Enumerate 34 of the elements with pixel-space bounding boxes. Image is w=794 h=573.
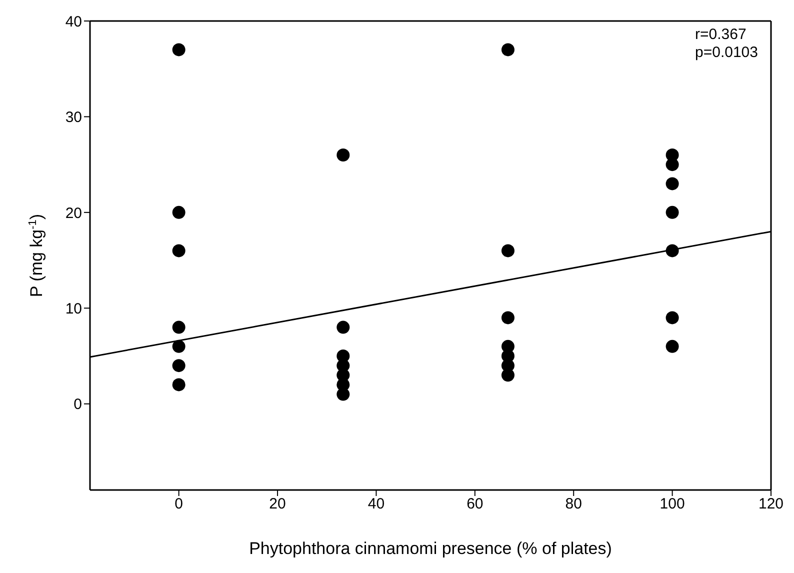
point xyxy=(336,148,350,162)
point xyxy=(501,43,514,56)
point xyxy=(666,158,679,172)
x-tick-label: 120 xyxy=(758,496,784,513)
y-tick-label: 40 xyxy=(65,13,82,30)
x-tick-label: 0 xyxy=(174,496,183,513)
y-tick-label: 0 xyxy=(74,396,82,414)
point xyxy=(501,368,514,382)
point xyxy=(172,244,186,258)
x-tick-label: 40 xyxy=(368,496,385,513)
point xyxy=(666,206,679,219)
point xyxy=(172,340,186,353)
point xyxy=(666,177,679,190)
x-tick-label: 60 xyxy=(466,496,484,513)
point xyxy=(666,340,679,353)
point xyxy=(666,311,679,324)
point xyxy=(172,320,186,334)
x-tick-label: 80 xyxy=(565,496,582,513)
point xyxy=(501,311,514,324)
point xyxy=(336,388,350,401)
point xyxy=(172,359,186,372)
x-axis-title: Phytophthora cinnamomi presence (% of plates) xyxy=(249,539,612,558)
x-tick-label: 100 xyxy=(660,496,685,513)
annotation: r=0.367 xyxy=(695,26,748,44)
point xyxy=(172,206,186,219)
y-tick-label: 20 xyxy=(65,204,82,222)
x-tick-label: 20 xyxy=(269,496,286,513)
point xyxy=(501,244,514,258)
y-tick-label: 30 xyxy=(65,109,82,126)
y-tick-label: 10 xyxy=(65,300,82,318)
point xyxy=(336,320,350,334)
point xyxy=(172,378,186,392)
annotation: p=0.0103 xyxy=(695,44,758,62)
point xyxy=(172,43,186,56)
